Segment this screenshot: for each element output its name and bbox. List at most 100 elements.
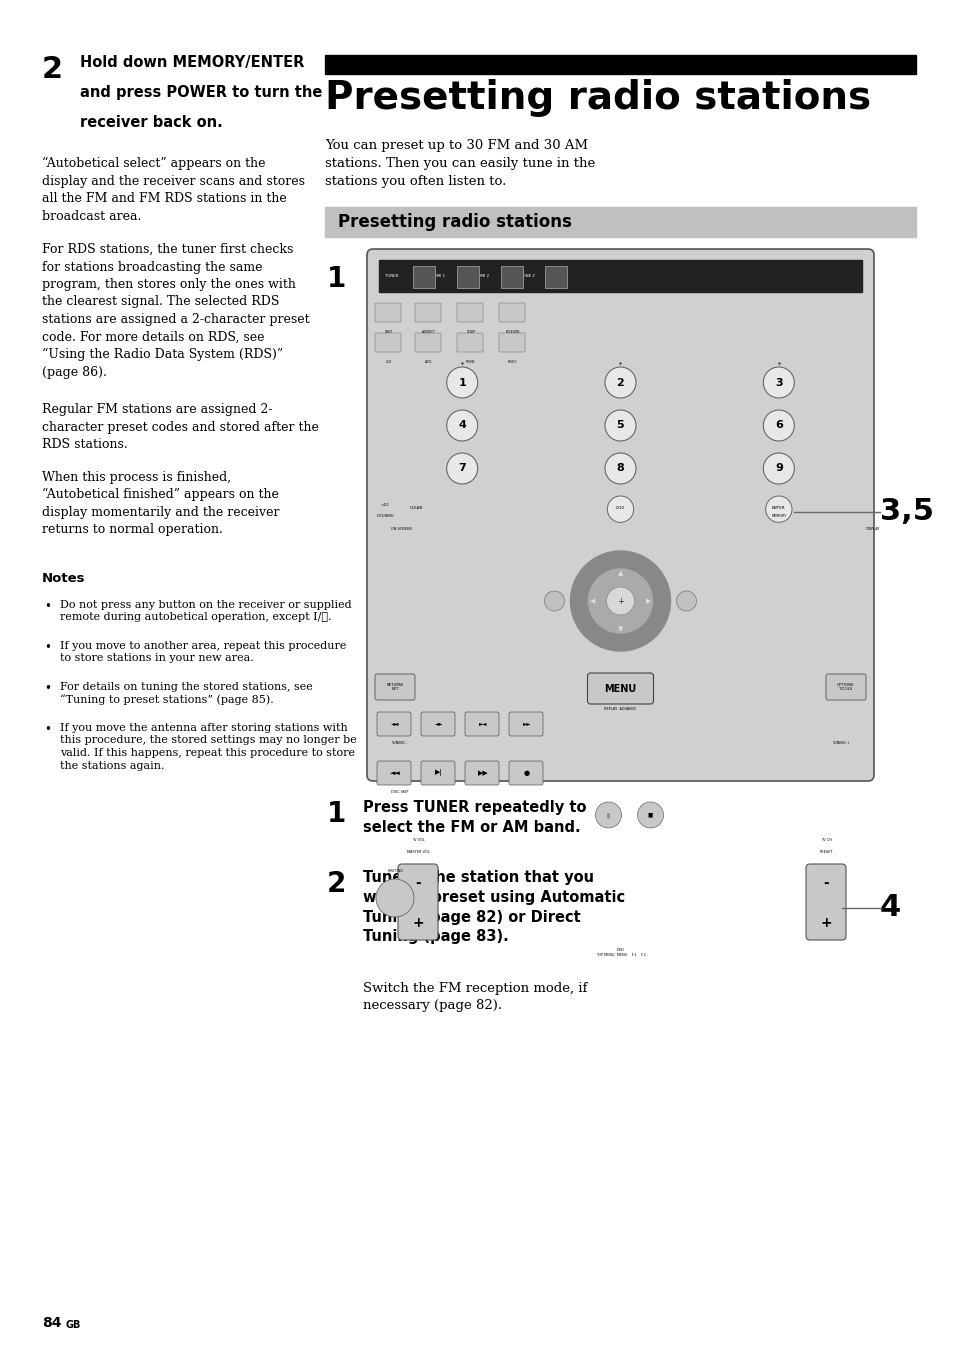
Bar	[325, 55, 915, 74]
FancyBboxPatch shape	[375, 675, 415, 700]
Text: ▼: ▼	[618, 626, 622, 631]
Text: 2: 2	[327, 869, 346, 898]
Text: ▶|: ▶|	[435, 769, 442, 776]
Text: receiver back on.: receiver back on.	[80, 115, 222, 130]
Text: For details on tuning the stored stations, see
“Tuning to preset stations” (page: For details on tuning the stored station…	[60, 681, 313, 706]
Text: TV CH: TV CH	[820, 838, 830, 842]
Text: DISC SKIP: DISC SKIP	[391, 790, 408, 794]
Text: •: •	[44, 681, 51, 695]
Text: DVD
TOP MENU  MENU    F.1    F.2: DVD TOP MENU MENU F.1 F.2	[595, 948, 645, 957]
Text: MENU: MENU	[604, 684, 636, 694]
Text: •: •	[44, 641, 51, 653]
Text: 2: 2	[616, 377, 623, 388]
Circle shape	[570, 552, 670, 652]
FancyBboxPatch shape	[376, 713, 411, 735]
Bar	[456, 266, 478, 288]
Text: ▲: ▲	[618, 571, 622, 576]
Text: GB: GB	[65, 1320, 80, 1330]
FancyBboxPatch shape	[375, 303, 400, 322]
Text: MOVIE: MOVIE	[466, 360, 476, 364]
Text: If you move to another area, repeat this procedure
to store stations in your new: If you move to another area, repeat this…	[60, 641, 346, 664]
Text: Regular FM stations are assigned 2-
character preset codes and stored after the
: Regular FM stations are assigned 2- char…	[42, 403, 318, 452]
Text: 3: 3	[774, 377, 781, 388]
FancyBboxPatch shape	[415, 333, 440, 352]
Circle shape	[604, 410, 636, 441]
Text: If you move the antenna after storing stations with
this procedure, the stored s: If you move the antenna after storing st…	[60, 722, 356, 771]
Circle shape	[604, 453, 636, 484]
Circle shape	[446, 366, 477, 397]
Text: -: -	[822, 876, 828, 890]
Text: REPLAY  ADVANCE: REPLAY ADVANCE	[603, 707, 636, 711]
Text: ▶▶: ▶▶	[477, 771, 488, 776]
Text: “Autobetical select” appears on the
display and the receiver scans and stores
al: “Autobetical select” appears on the disp…	[42, 157, 305, 223]
Text: ▶: ▶	[645, 598, 651, 604]
FancyBboxPatch shape	[509, 761, 542, 786]
Text: PRESET: PRESET	[819, 850, 832, 854]
Circle shape	[606, 587, 634, 615]
FancyBboxPatch shape	[464, 761, 498, 786]
Text: ■: ■	[647, 813, 653, 818]
Circle shape	[375, 879, 414, 917]
Text: •: •	[44, 599, 51, 612]
FancyBboxPatch shape	[464, 713, 498, 735]
Circle shape	[762, 453, 794, 484]
FancyBboxPatch shape	[498, 333, 524, 352]
Text: MUSIC: MUSIC	[508, 360, 517, 364]
Text: For RDS stations, the tuner first checks
for stations broadcasting the same
prog: For RDS stations, the tuner first checks…	[42, 243, 310, 379]
Text: Do not press any button on the receiver or supplied
remote during autobetical op: Do not press any button on the receiver …	[60, 599, 352, 622]
Text: Press TUNER repeatedly to
select the FM or AM band.: Press TUNER repeatedly to select the FM …	[363, 800, 586, 834]
Circle shape	[762, 366, 794, 397]
Text: 8: 8	[616, 464, 623, 473]
Text: 2: 2	[42, 55, 63, 84]
Text: 4: 4	[879, 894, 901, 922]
Text: •: •	[44, 722, 51, 735]
Text: Hold down MEMORY/ENTER: Hold down MEMORY/ENTER	[80, 55, 304, 70]
Text: D.TUNING: D.TUNING	[375, 514, 394, 518]
Circle shape	[607, 496, 633, 522]
Text: HDMI 1: HDMI 1	[431, 274, 445, 279]
Text: ►◄: ►◄	[478, 722, 487, 726]
Text: RETURN/
EXT: RETURN/ EXT	[386, 683, 403, 691]
Circle shape	[765, 496, 791, 522]
Circle shape	[762, 410, 794, 441]
Text: ||: ||	[606, 813, 610, 818]
Text: and press POWER to turn the: and press POWER to turn the	[80, 85, 322, 100]
FancyBboxPatch shape	[498, 303, 524, 322]
Text: 1: 1	[327, 265, 346, 293]
Text: A.F.D.: A.F.D.	[424, 360, 433, 364]
Bar	[413, 266, 435, 288]
Text: 84: 84	[42, 1315, 61, 1330]
Bar	[500, 266, 522, 288]
Text: When this process is finished,
“Autobetical finished” appears on the
display mom: When this process is finished, “Autobeti…	[42, 470, 279, 537]
Text: DISPLAY: DISPLAY	[865, 527, 880, 531]
Text: RECEIVER: RECEIVER	[505, 330, 519, 334]
Bar	[325, 207, 915, 237]
Text: ●: ●	[523, 771, 530, 776]
Circle shape	[676, 591, 696, 611]
Text: TV VOL: TV VOL	[411, 838, 424, 842]
Text: HDMI 2: HDMI 2	[475, 274, 489, 279]
Text: +: +	[617, 596, 623, 606]
Text: A.DIRECT: A.DIRECT	[421, 330, 436, 334]
Text: ◄◄: ◄◄	[391, 722, 399, 726]
Text: +: +	[412, 917, 423, 930]
Circle shape	[595, 802, 620, 827]
Text: ◄►: ◄►	[435, 722, 443, 726]
Text: ◄◄: ◄◄	[389, 771, 400, 776]
Circle shape	[588, 569, 652, 633]
FancyBboxPatch shape	[825, 675, 865, 700]
Text: TUNER: TUNER	[385, 274, 397, 279]
Circle shape	[446, 410, 477, 441]
Text: 6: 6	[774, 420, 782, 430]
Circle shape	[446, 453, 477, 484]
Text: 3,5: 3,5	[879, 498, 933, 526]
Text: 7: 7	[457, 464, 466, 473]
Text: 5: 5	[616, 420, 623, 430]
Text: ENTER: ENTER	[771, 506, 785, 510]
Text: 1: 1	[457, 377, 466, 388]
Text: ON SCREEN: ON SCREEN	[391, 527, 412, 531]
Text: CLEAR: CLEAR	[410, 506, 423, 510]
Text: MASTER VOL: MASTER VOL	[406, 850, 429, 854]
Circle shape	[637, 802, 662, 827]
Text: 2CH: 2CH	[386, 360, 392, 364]
